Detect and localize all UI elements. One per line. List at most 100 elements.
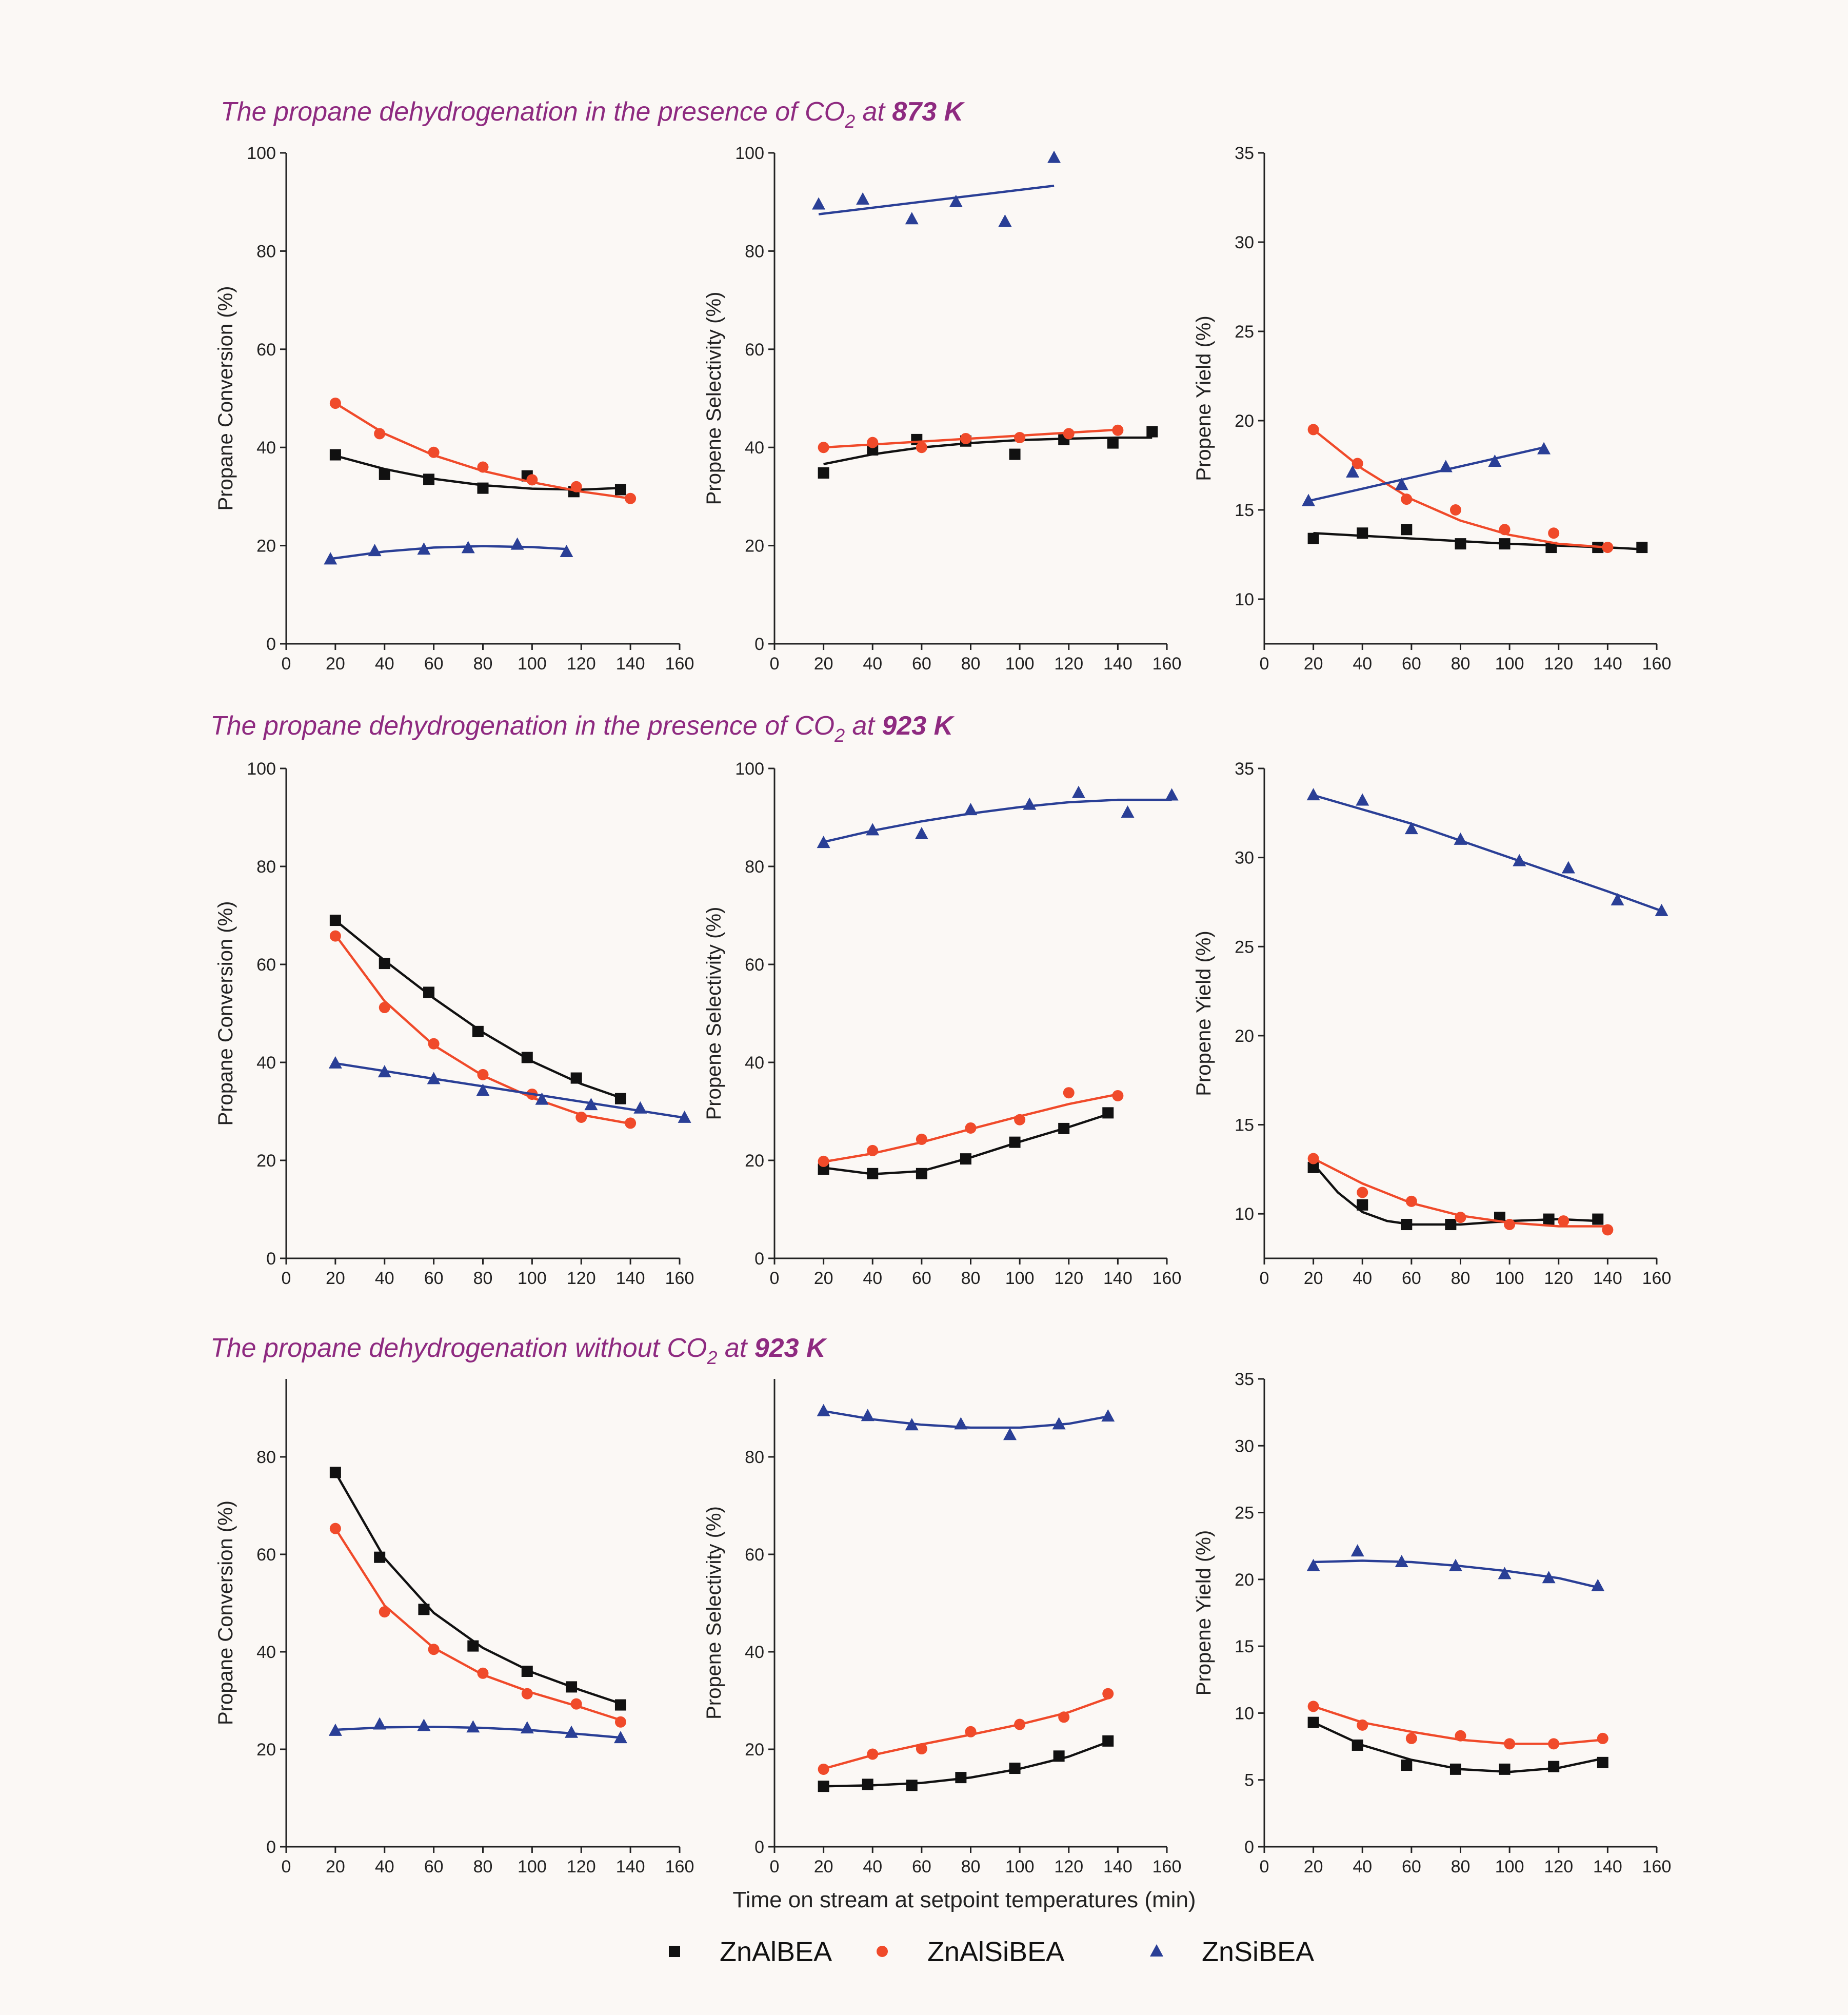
y-tick-label: 100 (247, 144, 276, 163)
y-tick-label: 10 (1235, 590, 1254, 609)
data-point-znsibea (1561, 861, 1575, 874)
y-tick-label: 80 (256, 242, 276, 261)
data-point-znalbea (1357, 1199, 1368, 1211)
data-point-znalsibea (1063, 1087, 1075, 1099)
y-tick-label: 20 (745, 1740, 764, 1760)
data-point-znalsibea (1357, 1187, 1368, 1198)
data-point-znalbea (916, 1168, 927, 1179)
x-tick-label: 60 (912, 1269, 931, 1288)
data-point-znsibea (954, 1417, 968, 1430)
data-point-znalbea (521, 1666, 533, 1677)
data-point-znalbea (1445, 1219, 1457, 1231)
data-point-znalbea (570, 1072, 582, 1084)
data-point-znalsibea (1401, 493, 1413, 505)
data-point-znalsibea (1548, 527, 1560, 539)
data-point-znsibea (998, 214, 1012, 227)
x-tick-label: 160 (1642, 1269, 1672, 1288)
data-point-znsibea (633, 1101, 647, 1114)
data-point-znsibea (1071, 785, 1085, 798)
data-point-znsibea (613, 1731, 627, 1744)
y-tick-label: 35 (1235, 144, 1254, 163)
x-tick-label: 20 (814, 654, 833, 674)
x-tick-label: 160 (665, 1269, 694, 1288)
fit-line-znsibea (818, 184, 1055, 215)
series-znalsibea (818, 1688, 1114, 1775)
x-tick-label: 120 (567, 1857, 596, 1876)
data-point-znsibea (905, 212, 919, 225)
data-point-znsibea (1537, 442, 1551, 455)
y-tick-label: 40 (256, 1053, 276, 1073)
data-point-znalbea (1543, 1213, 1555, 1225)
data-point-znsibea (1591, 1578, 1605, 1591)
y-tick-label: 0 (266, 635, 276, 654)
data-point-znsibea (856, 192, 870, 205)
series-znsibea (817, 1404, 1115, 1440)
x-tick-label: 80 (961, 1857, 981, 1876)
y-axis-label: Propane Conversion (%) (214, 286, 237, 511)
y-tick-label: 0 (754, 635, 764, 654)
x-tick-label: 40 (1353, 654, 1372, 674)
data-point-znalsibea (329, 398, 341, 409)
y-tick-label: 40 (745, 1643, 764, 1662)
data-point-znalbea (566, 1681, 578, 1693)
row-title-873k: The propane dehydrogenation in the prese… (221, 97, 965, 132)
series-znalbea (1307, 524, 1648, 554)
data-point-znsibea (1047, 150, 1061, 163)
data-point-znalbea (1401, 524, 1413, 536)
data-point-znalsibea (818, 1763, 829, 1775)
data-point-znsibea (1611, 893, 1624, 905)
legend-marker-znsibea (1150, 1944, 1163, 1957)
data-point-znsibea (949, 194, 963, 207)
data-point-znalsibea (1307, 1701, 1319, 1712)
data-point-znalbea (1592, 1213, 1604, 1225)
fit-line-znsibea (1313, 1559, 1598, 1589)
data-point-znalbea (818, 1781, 829, 1792)
x-tick-label: 120 (1054, 1269, 1083, 1288)
data-point-znalbea (1597, 1756, 1608, 1768)
data-point-znsibea (373, 1717, 387, 1730)
y-axis-label: Propene Selectivity (%) (703, 292, 725, 505)
x-tick-label: 120 (1544, 1269, 1573, 1288)
y-tick-label: 100 (247, 759, 276, 779)
data-point-znalbea (906, 1780, 918, 1791)
x-tick-label: 60 (1402, 1269, 1421, 1288)
data-point-znalsibea (1014, 1114, 1026, 1125)
x-tick-label: 20 (1304, 654, 1323, 674)
x-tick-label: 0 (1260, 1857, 1269, 1876)
x-tick-label: 100 (518, 1269, 547, 1288)
fit-line-znsibea (823, 798, 1172, 843)
x-tick-label: 0 (1260, 654, 1269, 674)
data-point-znalsibea (1455, 1730, 1466, 1742)
y-tick-label: 20 (1235, 411, 1254, 431)
x-tick-label: 160 (1152, 1269, 1182, 1288)
x-tick-label: 140 (1593, 1857, 1622, 1876)
series-znsibea (817, 785, 1179, 848)
data-point-znalbea (1107, 437, 1119, 449)
x-tick-label: 60 (1402, 654, 1421, 674)
series-znalbea (1307, 1716, 1608, 1775)
data-point-znalsibea (1504, 1219, 1516, 1231)
y-tick-label: 0 (754, 1838, 764, 1857)
data-point-znalsibea (1499, 524, 1511, 536)
y-tick-label: 10 (1235, 1704, 1254, 1723)
x-tick-label: 40 (375, 1269, 394, 1288)
data-point-znalbea (1357, 527, 1368, 539)
data-point-znalsibea (374, 428, 386, 440)
data-point-znalbea (1401, 1760, 1413, 1771)
x-tick-label: 20 (1304, 1269, 1323, 1288)
data-point-znalbea (1053, 1750, 1065, 1762)
x-tick-label: 40 (863, 1857, 882, 1876)
x-tick-label: 80 (961, 654, 981, 674)
fit-line-znalsibea (1313, 428, 1608, 549)
row-titles: The propane dehydrogenation in the prese… (210, 97, 965, 1368)
data-point-znalsibea (867, 437, 879, 448)
data-point-znalbea (521, 1052, 533, 1063)
data-point-znsibea (964, 803, 978, 816)
y-tick-label: 20 (1235, 1026, 1254, 1046)
y-tick-label: 100 (735, 144, 764, 163)
x-tick-label: 20 (1304, 1857, 1323, 1876)
x-tick-label: 160 (1642, 1857, 1672, 1876)
series-znalsibea (329, 1523, 626, 1728)
series-znalsibea (329, 398, 637, 504)
legend-label: ZnSiBEA (1202, 1937, 1314, 1967)
